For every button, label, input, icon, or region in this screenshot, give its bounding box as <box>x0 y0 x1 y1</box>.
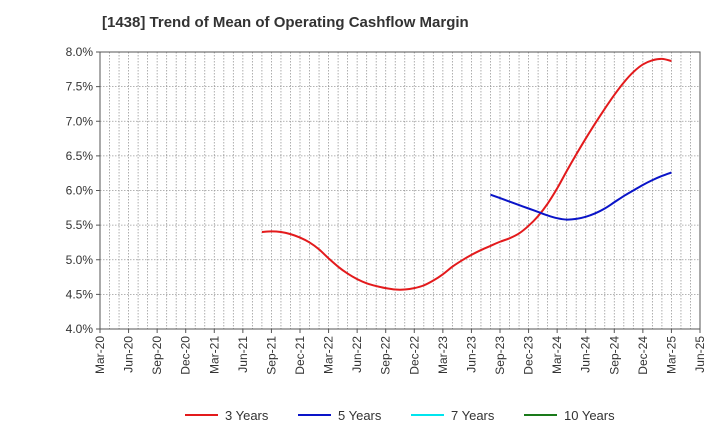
x-tick-label: Dec-22 <box>407 336 421 375</box>
x-tick-label: Mar-21 <box>207 336 221 374</box>
x-tick-label: Dec-20 <box>179 336 193 375</box>
y-tick-label: 7.0% <box>66 114 94 128</box>
x-tick-label: Sep-24 <box>607 336 621 375</box>
series-line-3-years <box>261 57 672 291</box>
grid-lines <box>100 52 700 329</box>
y-tick-label: 6.5% <box>66 149 94 163</box>
x-tick-label: Mar-25 <box>664 336 678 374</box>
x-tick-label: Jun-25 <box>693 336 707 373</box>
y-tick-label: 7.5% <box>66 80 94 94</box>
series-lines <box>261 57 672 291</box>
x-tick-label: Jun-24 <box>579 336 593 373</box>
legend-label-3-years: 3 Years <box>225 408 269 423</box>
series-line-5-years <box>490 171 672 221</box>
x-tick-label: Dec-23 <box>522 336 536 375</box>
legend: 3 Years 5 Years 7 Years 10 Years <box>185 408 615 423</box>
legend-label-5-years: 5 Years <box>338 408 382 423</box>
x-tick-label: Mar-24 <box>550 336 564 374</box>
y-tick-label: 8.0% <box>66 45 94 59</box>
y-axis-ticks: 4.0% 4.5% 5.0% 5.5% 6.0% 6.5% 7.0% 7.5% 8.0% <box>66 45 100 336</box>
legend-label-7-years: 7 Years <box>451 408 495 423</box>
x-tick-label: Jun-22 <box>350 336 364 373</box>
x-tick-label: Jun-23 <box>464 336 478 373</box>
legend-label-10-years: 10 Years <box>564 408 615 423</box>
x-tick-label: Mar-23 <box>436 336 450 374</box>
chart-title: [1438] Trend of Mean of Operating Cashfl… <box>102 14 469 31</box>
y-tick-label: 4.5% <box>66 287 94 301</box>
x-tick-label: Sep-21 <box>264 336 278 375</box>
x-tick-label: Sep-23 <box>493 336 507 375</box>
x-tick-label: Mar-20 <box>93 336 107 374</box>
x-tick-label: Jun-21 <box>236 336 250 373</box>
x-axis-ticks: Mar-20 Jun-20 Sep-20 Dec-20 Mar-21 Jun-21 Sep-… <box>93 329 707 375</box>
x-tick-label: Dec-24 <box>636 336 650 375</box>
x-tick-label: Sep-20 <box>150 336 164 375</box>
y-tick-label: 5.5% <box>66 218 94 232</box>
y-tick-label: 4.0% <box>66 322 94 336</box>
x-tick-label: Sep-22 <box>379 336 393 375</box>
y-tick-label: 5.0% <box>66 253 94 267</box>
x-tick-label: Mar-22 <box>322 336 336 374</box>
y-tick-label: 6.0% <box>66 184 94 198</box>
x-tick-label: Dec-21 <box>293 336 307 375</box>
x-tick-label: Jun-20 <box>122 336 136 373</box>
